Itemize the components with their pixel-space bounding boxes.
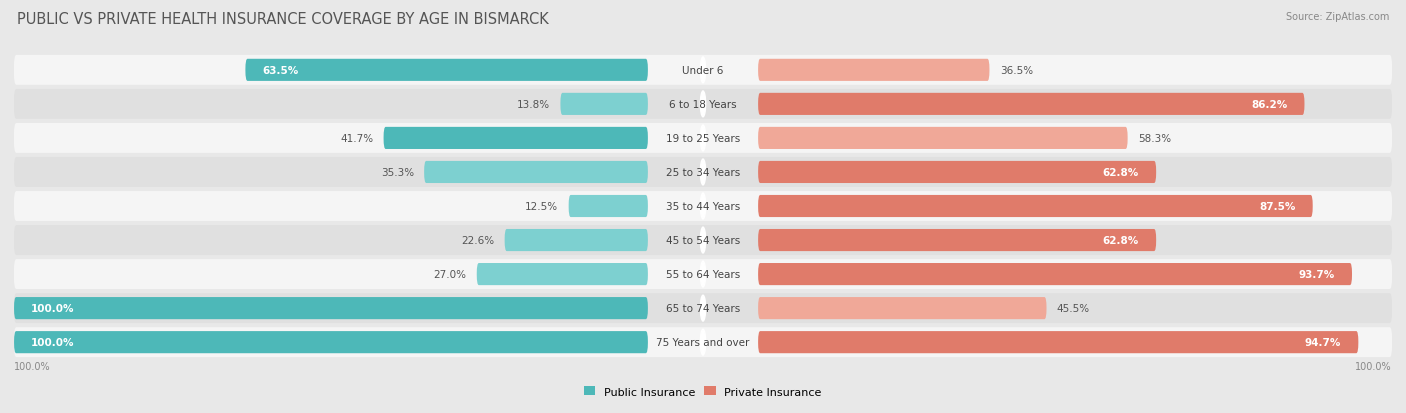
Text: 45 to 54 Years: 45 to 54 Years — [666, 235, 740, 245]
Text: 62.8%: 62.8% — [1102, 168, 1139, 178]
Text: 41.7%: 41.7% — [340, 133, 373, 144]
Text: 63.5%: 63.5% — [263, 66, 299, 76]
FancyBboxPatch shape — [14, 328, 1392, 357]
Text: 13.8%: 13.8% — [517, 100, 550, 109]
FancyBboxPatch shape — [758, 263, 1353, 285]
Text: 36.5%: 36.5% — [1000, 66, 1033, 76]
FancyBboxPatch shape — [14, 297, 648, 319]
FancyBboxPatch shape — [505, 230, 648, 252]
FancyBboxPatch shape — [14, 293, 1392, 323]
FancyBboxPatch shape — [758, 128, 1128, 150]
Text: 19 to 25 Years: 19 to 25 Years — [666, 133, 740, 144]
FancyBboxPatch shape — [14, 225, 1392, 255]
FancyBboxPatch shape — [758, 161, 1156, 184]
FancyBboxPatch shape — [14, 331, 648, 354]
Circle shape — [700, 295, 706, 321]
FancyBboxPatch shape — [758, 94, 1305, 116]
Circle shape — [700, 160, 706, 185]
FancyBboxPatch shape — [384, 128, 648, 150]
FancyBboxPatch shape — [561, 94, 648, 116]
Text: 94.7%: 94.7% — [1305, 337, 1341, 347]
FancyBboxPatch shape — [14, 56, 1392, 85]
FancyBboxPatch shape — [14, 123, 1392, 154]
Legend: Public Insurance, Private Insurance: Public Insurance, Private Insurance — [583, 387, 823, 396]
Text: PUBLIC VS PRIVATE HEALTH INSURANCE COVERAGE BY AGE IN BISMARCK: PUBLIC VS PRIVATE HEALTH INSURANCE COVER… — [17, 12, 548, 27]
FancyBboxPatch shape — [758, 331, 1358, 354]
FancyBboxPatch shape — [477, 263, 648, 285]
FancyBboxPatch shape — [758, 195, 1313, 218]
Text: 100.0%: 100.0% — [31, 337, 75, 347]
Text: 22.6%: 22.6% — [461, 235, 495, 245]
Circle shape — [700, 330, 706, 355]
Text: 100.0%: 100.0% — [1355, 361, 1392, 371]
FancyBboxPatch shape — [758, 59, 990, 82]
FancyBboxPatch shape — [14, 90, 1392, 120]
Text: 65 to 74 Years: 65 to 74 Years — [666, 304, 740, 313]
FancyBboxPatch shape — [568, 195, 648, 218]
Circle shape — [700, 92, 706, 118]
FancyBboxPatch shape — [758, 230, 1156, 252]
Text: 86.2%: 86.2% — [1251, 100, 1288, 109]
Circle shape — [700, 228, 706, 253]
Text: 62.8%: 62.8% — [1102, 235, 1139, 245]
Text: 55 to 64 Years: 55 to 64 Years — [666, 269, 740, 280]
Text: 45.5%: 45.5% — [1057, 304, 1090, 313]
Text: Under 6: Under 6 — [682, 66, 724, 76]
Text: 35 to 44 Years: 35 to 44 Years — [666, 202, 740, 211]
Text: Source: ZipAtlas.com: Source: ZipAtlas.com — [1285, 12, 1389, 22]
Text: 100.0%: 100.0% — [31, 304, 75, 313]
Text: 58.3%: 58.3% — [1137, 133, 1171, 144]
Text: 87.5%: 87.5% — [1260, 202, 1295, 211]
FancyBboxPatch shape — [758, 297, 1046, 319]
FancyBboxPatch shape — [246, 59, 648, 82]
Circle shape — [700, 58, 706, 83]
Text: 27.0%: 27.0% — [433, 269, 467, 280]
Text: 6 to 18 Years: 6 to 18 Years — [669, 100, 737, 109]
Text: 25 to 34 Years: 25 to 34 Years — [666, 168, 740, 178]
FancyBboxPatch shape — [14, 259, 1392, 290]
FancyBboxPatch shape — [14, 158, 1392, 188]
Text: 100.0%: 100.0% — [14, 361, 51, 371]
Circle shape — [700, 261, 706, 287]
Text: 93.7%: 93.7% — [1299, 269, 1334, 280]
Text: 12.5%: 12.5% — [526, 202, 558, 211]
FancyBboxPatch shape — [425, 161, 648, 184]
FancyBboxPatch shape — [14, 192, 1392, 221]
Text: 35.3%: 35.3% — [381, 168, 413, 178]
Circle shape — [700, 194, 706, 219]
Text: 75 Years and over: 75 Years and over — [657, 337, 749, 347]
Circle shape — [700, 126, 706, 152]
